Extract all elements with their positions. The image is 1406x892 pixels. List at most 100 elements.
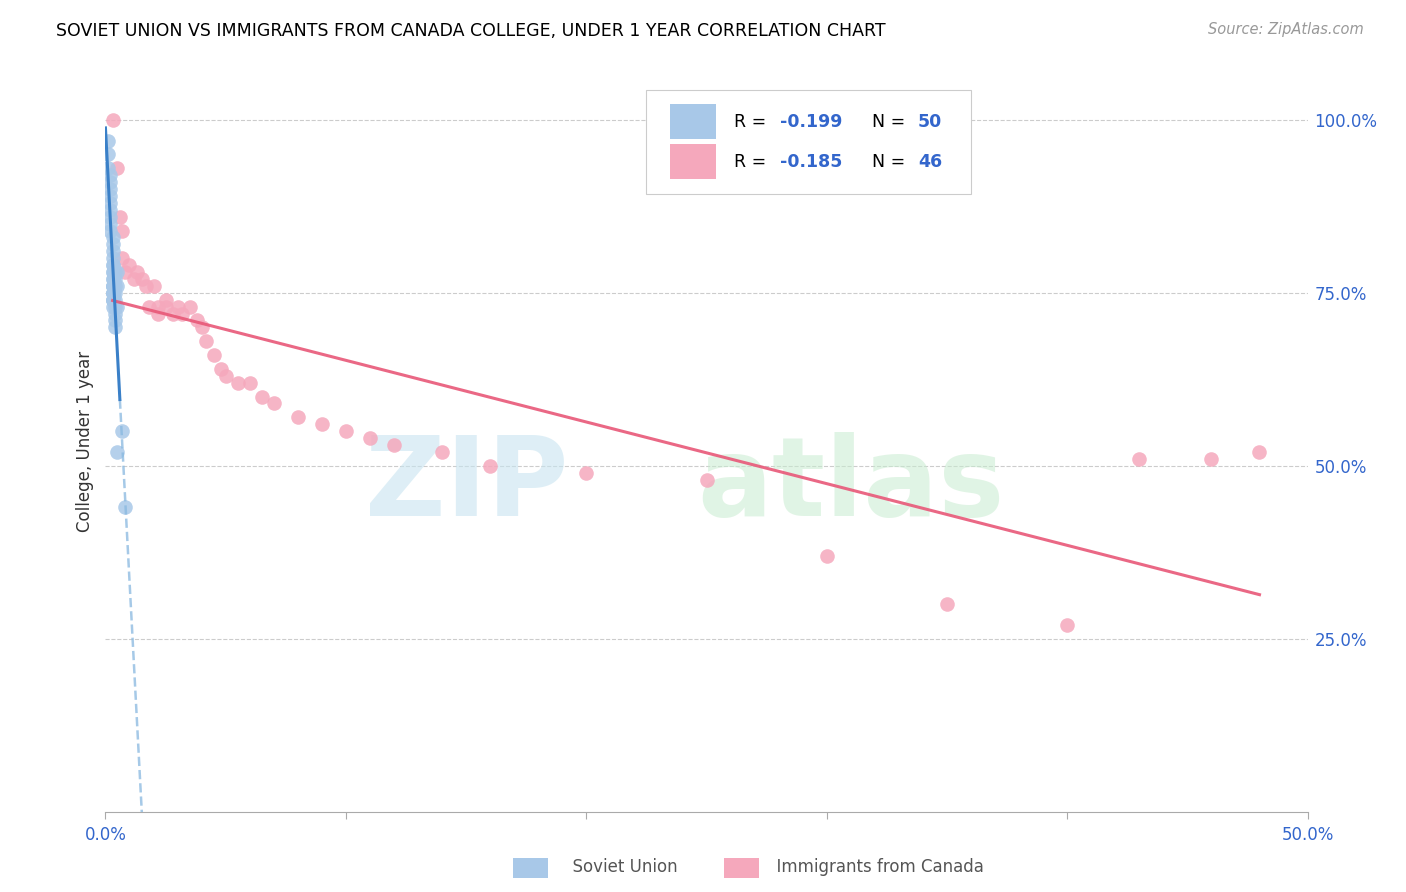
Point xyxy=(214,368,236,383)
Text: Soviet Union: Soviet Union xyxy=(562,858,678,876)
Point xyxy=(114,500,136,515)
Point xyxy=(101,300,124,314)
Point xyxy=(287,410,309,425)
Point xyxy=(166,300,188,314)
Point xyxy=(98,217,121,231)
Text: N =: N = xyxy=(872,153,911,170)
Point xyxy=(142,278,165,293)
Point xyxy=(98,182,121,196)
Point xyxy=(101,265,124,279)
Point xyxy=(815,549,838,563)
Point xyxy=(104,293,127,307)
Point xyxy=(125,265,148,279)
Text: N =: N = xyxy=(872,112,911,131)
Point xyxy=(104,306,127,320)
Point xyxy=(162,306,184,320)
Point xyxy=(186,313,208,327)
Text: ZIP: ZIP xyxy=(366,433,568,540)
Point xyxy=(148,306,170,320)
Point xyxy=(97,134,120,148)
Point xyxy=(107,161,129,176)
Point xyxy=(250,390,273,404)
Text: Immigrants from Canada: Immigrants from Canada xyxy=(766,858,984,876)
Point xyxy=(111,223,134,237)
Point xyxy=(195,334,218,349)
Point xyxy=(104,285,127,300)
Point xyxy=(114,265,136,279)
Point xyxy=(101,285,124,300)
Point xyxy=(101,285,124,300)
Point xyxy=(98,195,121,210)
Point xyxy=(101,278,124,293)
Point xyxy=(335,424,357,438)
Point xyxy=(101,293,124,307)
Point xyxy=(1056,618,1078,632)
FancyBboxPatch shape xyxy=(671,104,716,139)
Point xyxy=(239,376,262,390)
Point xyxy=(382,438,405,452)
Point xyxy=(98,189,121,203)
Point xyxy=(107,278,129,293)
Point xyxy=(263,396,285,410)
Point xyxy=(111,251,134,265)
Point xyxy=(936,597,959,611)
Point xyxy=(101,285,124,300)
Point xyxy=(101,251,124,265)
Text: 50: 50 xyxy=(918,112,942,131)
Point xyxy=(104,278,127,293)
Point xyxy=(118,258,141,272)
Point xyxy=(101,278,124,293)
Point xyxy=(107,265,129,279)
Point xyxy=(209,362,232,376)
Point xyxy=(190,320,212,334)
Point xyxy=(104,265,127,279)
Point xyxy=(155,300,177,314)
Point xyxy=(202,348,225,362)
Point xyxy=(131,272,153,286)
Point xyxy=(101,293,124,307)
Point xyxy=(101,230,124,244)
Point xyxy=(148,300,170,314)
Point xyxy=(101,112,124,127)
Text: atlas: atlas xyxy=(697,433,1004,540)
Text: R =: R = xyxy=(734,153,772,170)
Text: SOVIET UNION VS IMMIGRANTS FROM CANADA COLLEGE, UNDER 1 YEAR CORRELATION CHART: SOVIET UNION VS IMMIGRANTS FROM CANADA C… xyxy=(56,22,886,40)
Point xyxy=(1128,451,1150,466)
Point xyxy=(138,300,160,314)
Point xyxy=(311,417,333,432)
Point xyxy=(104,300,127,314)
Point xyxy=(101,244,124,259)
Point xyxy=(179,300,201,314)
Point xyxy=(124,272,146,286)
Point xyxy=(107,445,129,459)
Point xyxy=(101,237,124,252)
Text: -0.199: -0.199 xyxy=(780,112,842,131)
Point xyxy=(1249,445,1271,459)
Point xyxy=(696,473,718,487)
Point xyxy=(226,376,249,390)
Point xyxy=(155,293,177,307)
Point xyxy=(430,445,453,459)
Point xyxy=(575,466,598,480)
Point xyxy=(97,147,120,161)
Point xyxy=(101,293,124,307)
Point xyxy=(101,272,124,286)
Point xyxy=(101,272,124,286)
Point xyxy=(98,210,121,224)
Point xyxy=(98,175,121,189)
Point xyxy=(97,161,120,176)
Point xyxy=(172,306,194,320)
Point xyxy=(98,168,121,182)
Text: 46: 46 xyxy=(918,153,942,170)
Point xyxy=(104,272,127,286)
Point xyxy=(101,265,124,279)
FancyBboxPatch shape xyxy=(671,144,716,179)
Point xyxy=(101,278,124,293)
Point xyxy=(107,300,129,314)
Point xyxy=(101,258,124,272)
Point xyxy=(101,293,124,307)
Point xyxy=(101,285,124,300)
Text: R =: R = xyxy=(734,112,772,131)
Point xyxy=(479,458,502,473)
Text: Source: ZipAtlas.com: Source: ZipAtlas.com xyxy=(1208,22,1364,37)
